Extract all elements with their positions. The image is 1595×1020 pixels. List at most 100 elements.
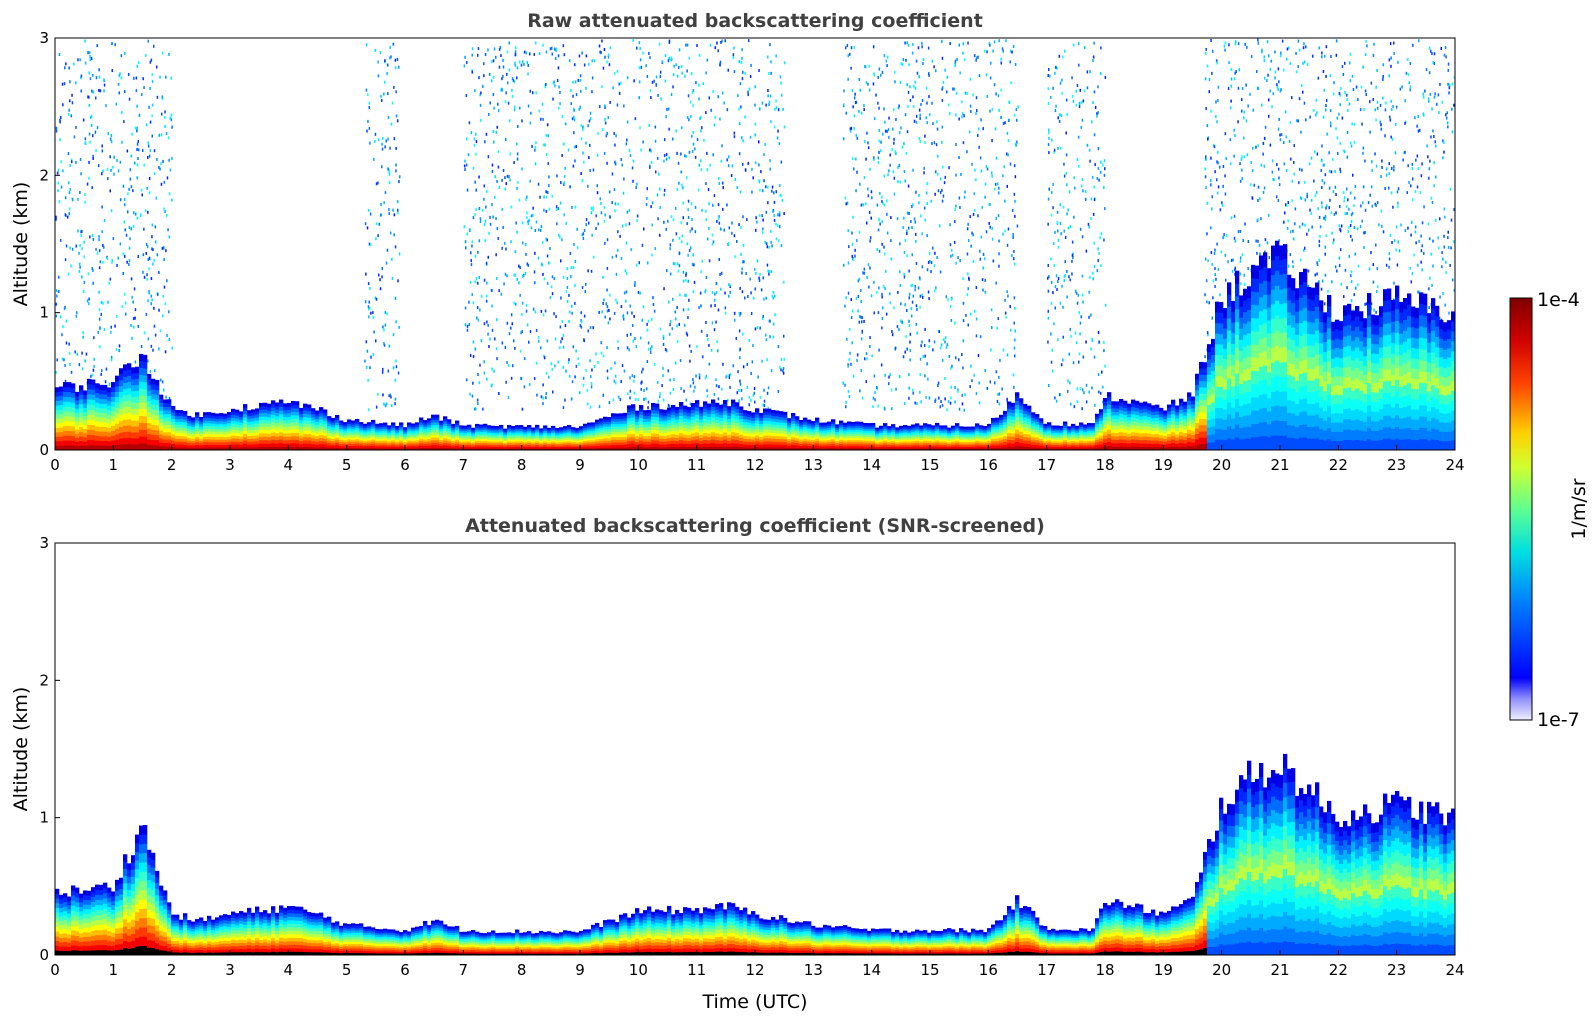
noise-pixel — [846, 44, 849, 47]
noise-pixel — [953, 87, 955, 91]
heatmap-cell — [223, 429, 228, 433]
heatmap-cell — [99, 398, 104, 404]
noise-pixel — [1450, 246, 1452, 250]
noise-pixel — [673, 64, 675, 68]
noise-pixel — [1339, 103, 1341, 107]
noise-pixel — [367, 282, 370, 286]
noise-pixel — [145, 243, 148, 246]
noise-pixel — [1438, 111, 1440, 114]
noise-pixel — [110, 358, 113, 362]
noise-pixel — [1062, 358, 1064, 362]
noise-pixel — [740, 61, 743, 64]
heatmap-cell — [103, 403, 108, 409]
noise-pixel — [623, 291, 626, 295]
noise-pixel — [1056, 288, 1058, 292]
noise-pixel — [147, 156, 149, 159]
heatmap-cell — [259, 413, 264, 417]
noise-pixel — [770, 60, 772, 64]
noise-pixel — [1399, 87, 1402, 91]
noise-pixel — [1089, 70, 1091, 74]
noise-pixel — [1315, 98, 1317, 102]
noise-pixel — [958, 358, 960, 362]
noise-pixel — [904, 303, 906, 307]
noise-pixel — [589, 111, 592, 115]
heatmap-cell — [251, 409, 256, 413]
noise-pixel — [914, 86, 917, 90]
noise-pixel — [931, 101, 933, 105]
noise-pixel — [145, 123, 148, 127]
noise-pixel — [1453, 240, 1455, 244]
noise-pixel — [961, 115, 963, 119]
noise-pixel — [477, 373, 479, 376]
noise-pixel — [1401, 85, 1403, 89]
noise-pixel — [526, 216, 528, 220]
noise-pixel — [1214, 267, 1216, 270]
heatmap-cell — [83, 403, 88, 408]
noise-pixel — [606, 60, 608, 64]
noise-pixel — [721, 39, 723, 43]
heatmap-cell — [119, 403, 124, 410]
noise-pixel — [507, 396, 510, 399]
noise-pixel — [468, 323, 470, 326]
heatmap-cell — [67, 391, 72, 397]
noise-pixel — [651, 317, 653, 321]
noise-pixel — [1323, 216, 1325, 220]
noise-pixel — [60, 160, 62, 164]
noise-pixel — [680, 152, 682, 156]
noise-pixel — [1064, 49, 1066, 53]
noise-pixel — [1094, 403, 1096, 407]
noise-pixel — [667, 219, 669, 223]
noise-pixel — [592, 168, 595, 172]
noise-pixel — [689, 402, 692, 406]
noise-pixel — [1234, 42, 1237, 46]
noise-pixel — [773, 200, 776, 204]
noise-pixel — [151, 298, 153, 302]
noise-pixel — [947, 103, 950, 107]
heatmap-cell — [143, 375, 148, 383]
noise-pixel — [1050, 301, 1053, 305]
noise-pixel — [83, 255, 85, 259]
noise-pixel — [491, 203, 493, 207]
noise-pixel — [859, 389, 861, 393]
noise-pixel — [527, 104, 530, 108]
noise-pixel — [80, 74, 83, 78]
heatmap-area — [55, 38, 1455, 450]
noise-pixel — [946, 90, 948, 94]
heatmap-cell — [151, 439, 156, 446]
noise-pixel — [555, 205, 558, 209]
heatmap-cell — [167, 410, 172, 415]
noise-pixel — [483, 197, 485, 201]
noise-pixel — [566, 300, 569, 304]
noise-pixel — [109, 189, 111, 193]
noise-pixel — [638, 261, 640, 265]
noise-pixel — [1217, 185, 1220, 189]
noise-pixel — [566, 285, 569, 289]
noise-pixel — [500, 292, 502, 296]
noise-pixel — [760, 288, 763, 292]
noise-pixel — [966, 150, 968, 154]
noise-pixel — [687, 279, 689, 283]
noise-pixel — [943, 181, 946, 185]
noise-pixel — [1277, 67, 1280, 71]
noise-pixel — [875, 93, 877, 97]
noise-pixel — [1100, 46, 1102, 50]
heatmap-cell — [151, 409, 156, 415]
noise-pixel — [1370, 251, 1372, 255]
noise-pixel — [83, 280, 86, 284]
noise-pixel — [961, 402, 964, 406]
noise-pixel — [755, 216, 757, 220]
heatmap-cell — [83, 390, 88, 395]
noise-pixel — [1257, 87, 1260, 91]
noise-pixel — [938, 396, 940, 400]
noise-pixel — [1262, 152, 1264, 156]
noise-pixel — [1300, 197, 1303, 200]
heatmap-cell — [239, 411, 244, 415]
noise-pixel — [717, 217, 720, 221]
noise-pixel — [543, 208, 545, 212]
noise-pixel — [148, 105, 150, 109]
noise-pixel — [1100, 391, 1102, 395]
noise-pixel — [1048, 275, 1050, 279]
noise-pixel — [773, 322, 775, 326]
noise-pixel — [925, 191, 928, 195]
noise-pixel — [713, 123, 716, 127]
